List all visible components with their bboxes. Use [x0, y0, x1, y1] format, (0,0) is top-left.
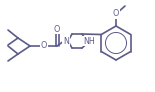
Text: N: N [63, 37, 69, 46]
Text: O: O [113, 9, 119, 18]
Text: O: O [54, 24, 60, 33]
Text: O: O [41, 41, 47, 51]
Text: NH: NH [83, 37, 95, 46]
